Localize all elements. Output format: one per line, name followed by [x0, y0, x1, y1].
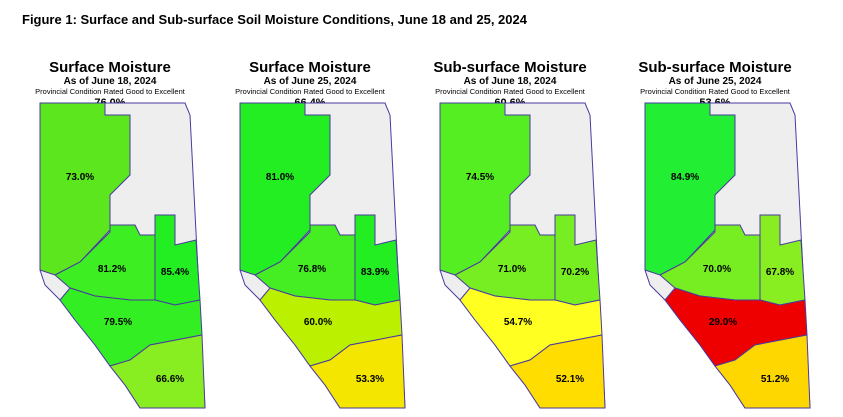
- figure-title: Figure 1: Surface and Sub-surface Soil M…: [22, 12, 528, 27]
- region-label: 52.1%: [556, 374, 584, 385]
- region: [664, 287, 808, 367]
- map-note: Provincial Condition Rated Good to Excel…: [235, 87, 386, 96]
- region-label: 51.2%: [761, 374, 789, 385]
- map-note: Provincial Condition Rated Good to Excel…: [640, 87, 791, 96]
- region-label: 79.5%: [104, 317, 132, 328]
- map-date: As of June 18, 2024: [464, 76, 557, 87]
- region-label: 83.9%: [361, 267, 389, 278]
- region-label: 54.7%: [504, 317, 532, 328]
- region-label: 66.6%: [156, 374, 184, 385]
- map-date: As of June 25, 2024: [669, 76, 762, 87]
- region: [309, 334, 406, 409]
- region-label: 70.0%: [703, 264, 731, 275]
- region: [459, 287, 603, 367]
- map-date: As of June 25, 2024: [264, 76, 357, 87]
- region-label: 81.0%: [266, 172, 294, 183]
- region-label: 53.3%: [356, 374, 384, 385]
- region: [439, 102, 531, 276]
- region-label: 81.2%: [98, 264, 126, 275]
- region-label: 73.0%: [66, 172, 94, 183]
- region-label: 84.9%: [671, 172, 699, 183]
- region-label: 76.8%: [298, 264, 326, 275]
- region-label: 29.0%: [709, 317, 737, 328]
- region: [509, 334, 606, 409]
- region-label: 70.2%: [561, 267, 589, 278]
- region-label: 74.5%: [466, 172, 494, 183]
- map-title: Surface Moisture: [49, 59, 171, 76]
- region-label: 67.8%: [766, 267, 794, 278]
- region: [714, 334, 811, 409]
- map-date: As of June 18, 2024: [64, 76, 157, 87]
- map-title: Sub-surface Moisture: [638, 59, 791, 76]
- region: [109, 334, 206, 409]
- map-title: Sub-surface Moisture: [433, 59, 586, 76]
- region-label: 71.0%: [498, 264, 526, 275]
- map-note: Provincial Condition Rated Good to Excel…: [435, 87, 586, 96]
- map-note: Provincial Condition Rated Good to Excel…: [35, 87, 186, 96]
- region: [644, 102, 736, 276]
- map-title: Surface Moisture: [249, 59, 371, 76]
- region-label: 60.0%: [304, 317, 332, 328]
- region: [59, 287, 203, 367]
- region: [259, 287, 403, 367]
- region: [239, 102, 331, 276]
- region-label: 85.4%: [161, 267, 189, 278]
- region: [39, 102, 131, 276]
